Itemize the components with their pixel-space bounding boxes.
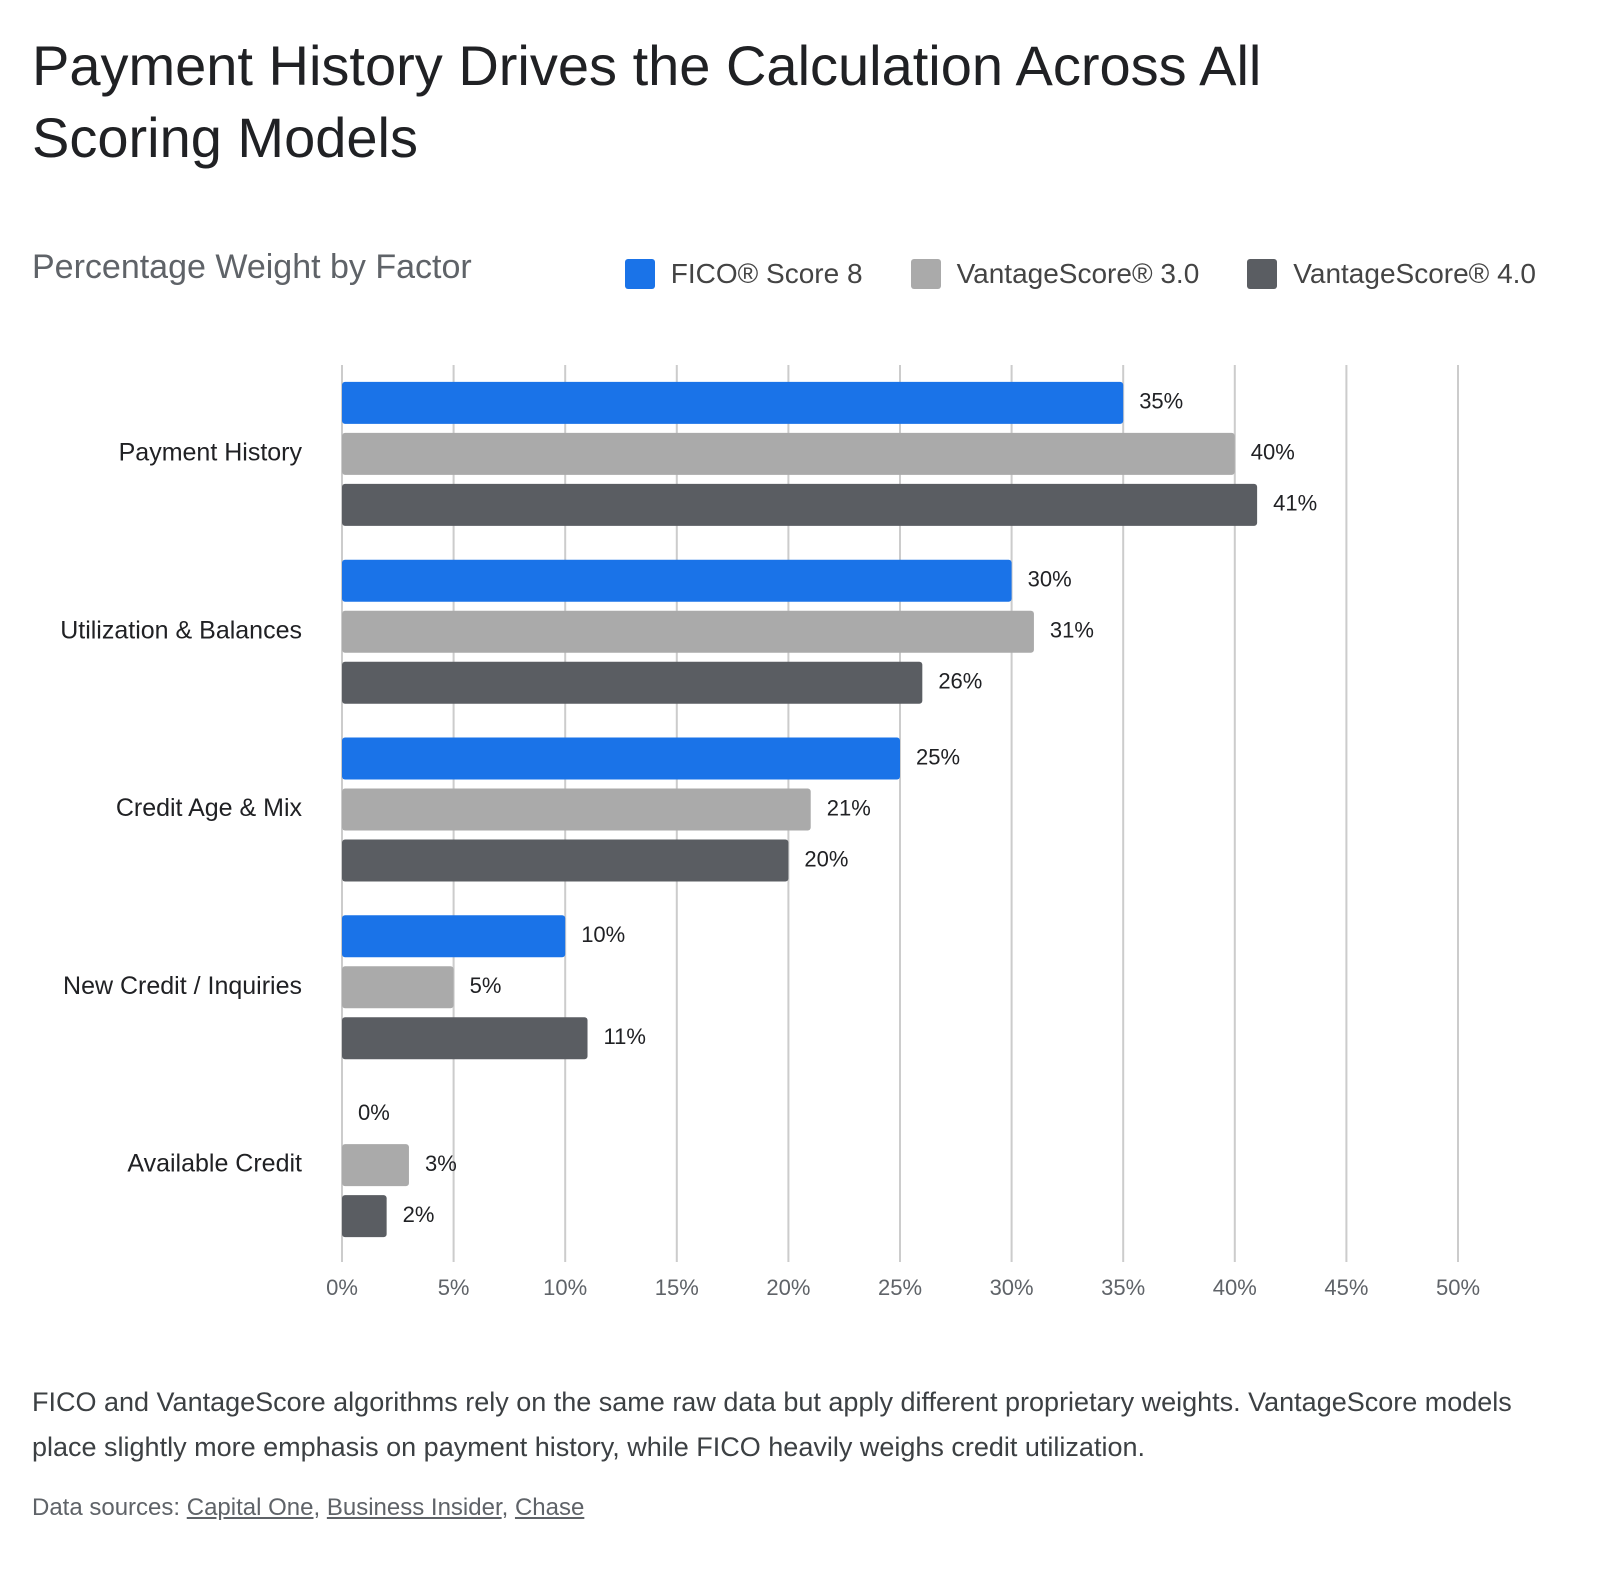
y-tick-label: Payment History — [119, 439, 303, 467]
x-tick-label: 35% — [1101, 1275, 1145, 1300]
value-label: 2% — [403, 1202, 435, 1227]
value-label: 30% — [1028, 567, 1072, 592]
bar — [342, 1195, 387, 1238]
source-link[interactable]: Chase — [514, 1494, 585, 1521]
value-label: 31% — [1050, 618, 1094, 643]
value-label: 35% — [1139, 389, 1183, 414]
value-label: 10% — [581, 922, 625, 947]
chart-subtitle: Percentage Weight by Factor — [32, 248, 472, 286]
bar — [342, 737, 900, 780]
y-tick-label: New Credit / Inquiries — [63, 972, 302, 1000]
legend: FICO® Score 8 VantageScore® 3.0 VantageSco… — [624, 258, 1536, 290]
value-label: 5% — [470, 973, 502, 998]
value-label: 40% — [1251, 440, 1295, 465]
bar — [342, 381, 1124, 424]
bar — [342, 788, 811, 831]
caption: FICO and VantageScore algorithms rely on… — [32, 1387, 1512, 1462]
legend-label: FICO® Score 8 — [670, 258, 863, 289]
value-label: 21% — [827, 795, 871, 820]
source-link[interactable]: Business Insider — [326, 1494, 502, 1521]
bar — [342, 483, 1258, 526]
bar — [342, 661, 923, 704]
chart-title: Payment History Drives the Calculation A… — [32, 34, 1262, 169]
bar — [342, 1144, 409, 1187]
bar — [342, 432, 1235, 475]
x-tick-label: 20% — [766, 1275, 810, 1300]
bar — [342, 610, 1034, 653]
bar — [342, 966, 454, 1009]
value-label: 25% — [916, 744, 960, 769]
legend-swatch — [910, 259, 941, 289]
x-tick-label: 0% — [326, 1275, 358, 1300]
bar — [342, 839, 789, 882]
x-tick-label: 5% — [438, 1275, 470, 1300]
x-tick-label: 25% — [878, 1275, 922, 1300]
y-tick-label: Credit Age & Mix — [116, 794, 303, 822]
legend-label: VantageScore® 3.0 — [956, 258, 1200, 289]
value-label: 0% — [358, 1100, 390, 1125]
source-separator: , — [501, 1494, 509, 1521]
legend-swatch — [1247, 259, 1278, 289]
legend-item: VantageScore® 4.0 — [1247, 258, 1536, 290]
value-label: 41% — [1273, 491, 1317, 516]
x-tick-label: 30% — [990, 1275, 1034, 1300]
y-tick-label: Available Credit — [127, 1150, 302, 1178]
bar — [342, 915, 566, 958]
chart: 0% 5% 10% 15% 20% 25% 30% 35% 40% 45% 50% Payment H… — [60, 365, 1480, 1300]
sources: Data sources: Capital One, Business Insi… — [32, 1494, 584, 1522]
x-tick-label: 50% — [1436, 1275, 1480, 1300]
legend-item: FICO® Score 8 — [624, 258, 863, 290]
x-tick-label: 40% — [1213, 1275, 1257, 1300]
y-tick-label: Utilization & Balances — [60, 616, 302, 644]
source-separator: , — [313, 1494, 321, 1521]
value-label: 26% — [938, 669, 982, 694]
x-tick-label: 45% — [1324, 1275, 1368, 1300]
legend-label: VantageScore® 4.0 — [1293, 258, 1536, 289]
value-label: 3% — [425, 1151, 457, 1176]
bar — [342, 1017, 588, 1060]
legend-item: VantageScore® 3.0 — [910, 258, 1200, 290]
value-label: 20% — [804, 846, 848, 871]
x-tick-label: 10% — [543, 1275, 587, 1300]
legend-swatch — [624, 259, 655, 289]
x-tick-label: 15% — [655, 1275, 699, 1300]
value-label: 11% — [604, 1024, 646, 1049]
bar — [342, 559, 1012, 602]
source-link[interactable]: Capital One — [186, 1494, 314, 1521]
sources-label: Data sources: — [32, 1494, 181, 1521]
